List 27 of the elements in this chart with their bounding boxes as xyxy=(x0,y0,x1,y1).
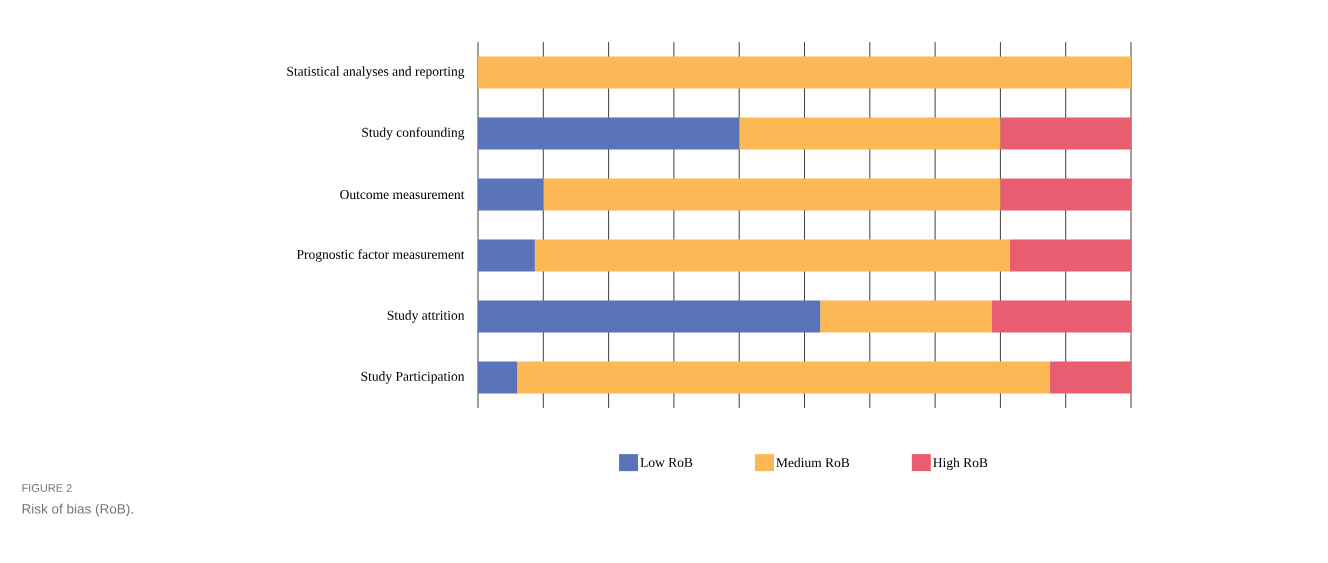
y-tick-label: Study Participation xyxy=(361,371,465,384)
y-tick-label: Statistical analyses and reporting xyxy=(287,66,465,79)
y-tick-label: Outcome measurement xyxy=(340,189,465,200)
bar xyxy=(1000,178,1132,211)
y-tick-label: Study attrition xyxy=(387,310,465,323)
bar xyxy=(478,300,821,333)
bar xyxy=(534,239,1010,272)
bar xyxy=(543,178,1001,211)
bar xyxy=(478,178,544,211)
bar xyxy=(991,300,1132,333)
bar xyxy=(478,239,535,272)
legend-label: Medium RoB xyxy=(776,457,850,468)
caption: FIGURE 2 xyxy=(22,484,72,492)
legend-label: Low RoB xyxy=(640,457,693,467)
y-tick-label: Study confounding xyxy=(362,127,465,140)
bar xyxy=(1009,239,1132,272)
text: Risk of bias (RoB). xyxy=(22,503,133,517)
y-tick-label: Prognostic factor measurement xyxy=(296,249,465,262)
bar xyxy=(1000,117,1132,150)
bar xyxy=(517,361,1051,394)
legend-label: High RoB xyxy=(933,457,988,470)
bar xyxy=(739,117,1001,150)
bar xyxy=(820,300,992,333)
bar xyxy=(478,117,740,150)
bar xyxy=(478,361,518,394)
bar xyxy=(478,56,1132,89)
bar xyxy=(1050,361,1132,394)
